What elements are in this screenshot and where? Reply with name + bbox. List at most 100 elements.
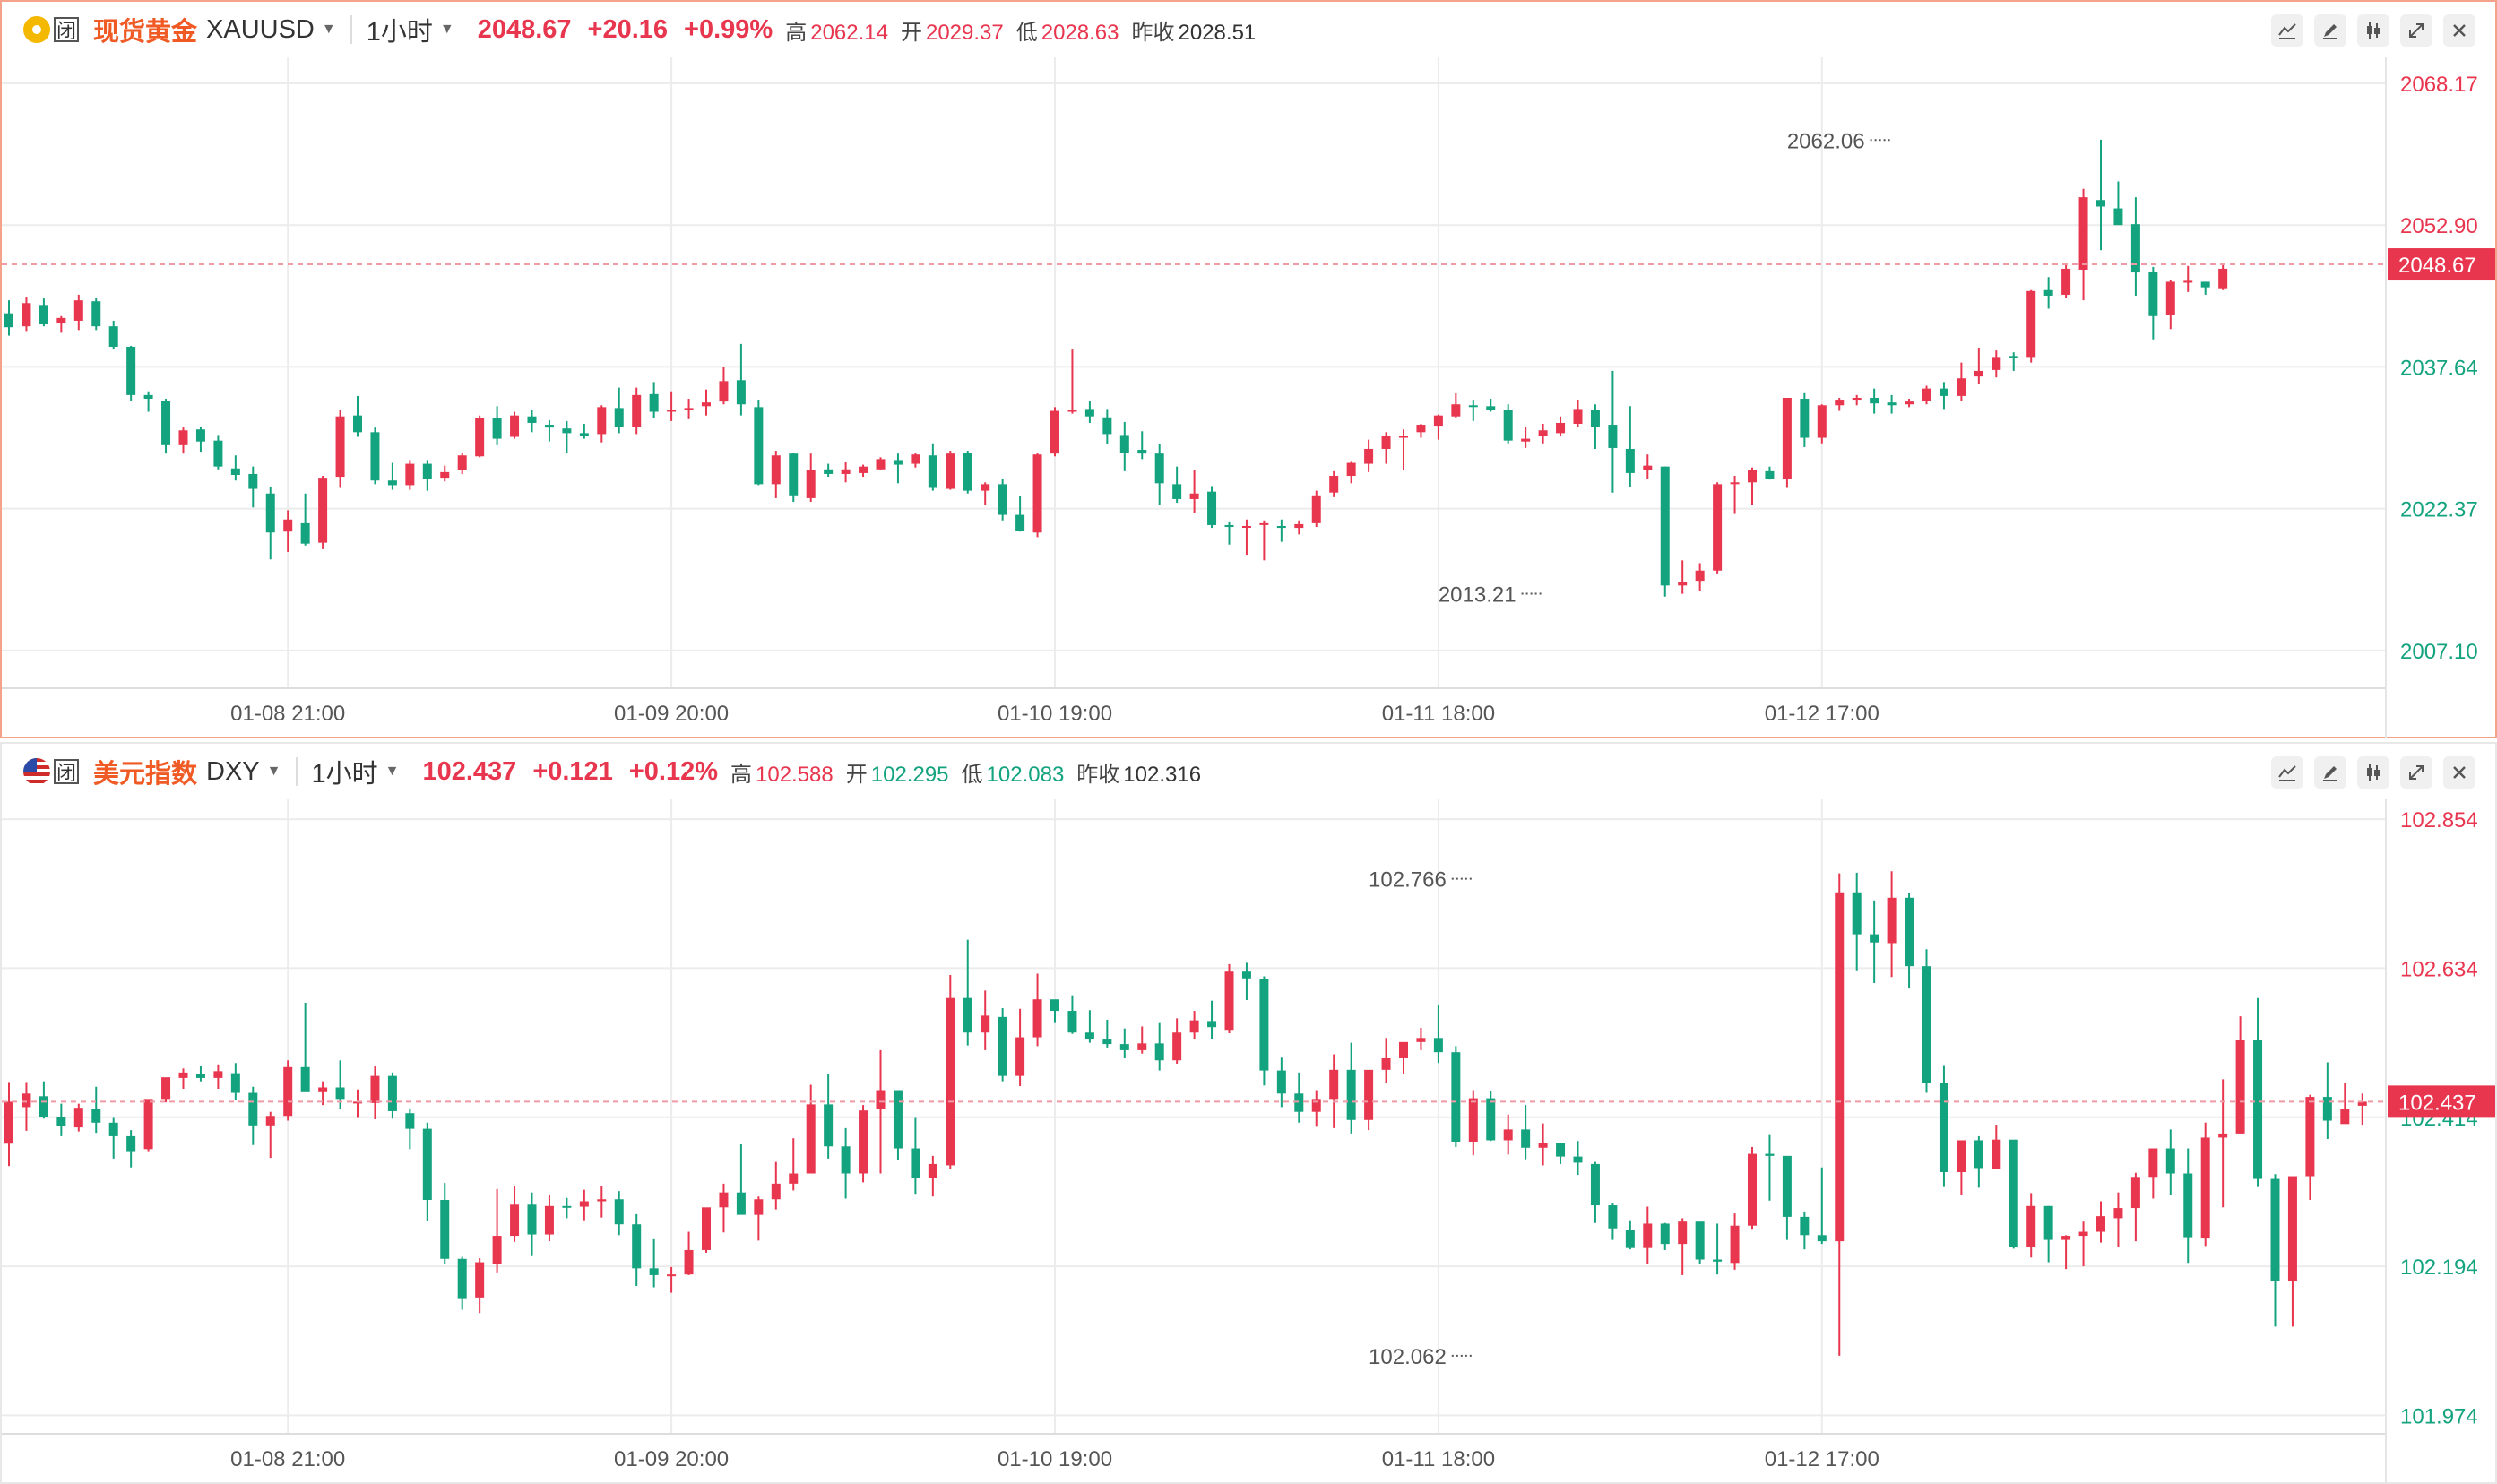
candle — [1817, 404, 1827, 444]
candle — [1346, 1042, 1356, 1134]
symbol-dropdown-icon[interactable]: ▼ — [321, 22, 336, 37]
candle-body — [1782, 1155, 1792, 1217]
interval-dropdown-icon[interactable]: ▼ — [384, 764, 400, 779]
draw-icon[interactable] — [2314, 756, 2346, 789]
candle-style-icon[interactable] — [2357, 14, 2389, 47]
price-change: +0.121 — [532, 756, 613, 786]
expand-icon[interactable] — [2400, 14, 2432, 47]
candle-body — [1905, 401, 1914, 405]
candle — [1189, 1011, 1199, 1040]
candle-body — [1957, 378, 1966, 396]
candle-body — [1765, 470, 1775, 479]
candle-body — [2061, 1236, 2071, 1240]
interval-selector[interactable]: 1小时 — [366, 18, 433, 47]
symbol-name[interactable]: 现货黄金 — [93, 18, 198, 47]
candle-body — [981, 1015, 990, 1033]
candle — [178, 427, 188, 454]
candle-body — [2113, 208, 2123, 226]
candle-style-icon[interactable] — [2357, 756, 2389, 789]
candle-body — [1939, 1083, 1948, 1172]
candle — [1521, 427, 1531, 448]
candle-body — [1311, 1099, 1321, 1112]
candle — [1241, 519, 1251, 556]
candle-body — [475, 1262, 485, 1298]
candle-body — [1643, 1223, 1653, 1248]
symbol-name[interactable]: 美元指数 — [93, 760, 198, 789]
candle-body — [1468, 1098, 1478, 1142]
candle-body — [1032, 999, 1042, 1038]
candle — [2183, 1148, 2193, 1264]
candle-body — [841, 469, 851, 474]
candle — [1905, 893, 1914, 989]
candle-body — [422, 1128, 432, 1200]
candle — [1067, 349, 1077, 414]
candle-body — [1189, 493, 1199, 499]
candle-body — [1346, 462, 1356, 477]
candle — [876, 1049, 886, 1174]
close-icon[interactable] — [2443, 756, 2475, 789]
candle-body — [230, 1073, 240, 1093]
candle-body — [1276, 526, 1286, 529]
draw-icon[interactable] — [2314, 14, 2346, 47]
candle — [1154, 444, 1164, 505]
dxy-candlestick-chart[interactable]: 102.766102.062102.854102.634102.414102.1… — [2, 799, 2495, 1484]
candle-body — [998, 1016, 1007, 1076]
candle-body — [893, 460, 903, 465]
candle-body — [562, 1205, 572, 1208]
stat-label: 昨收 — [1076, 762, 1120, 787]
candle — [2026, 289, 2036, 363]
candle-body — [1625, 448, 1635, 473]
interval-dropdown-icon[interactable]: ▼ — [439, 22, 454, 37]
expand-icon[interactable] — [2400, 756, 2432, 789]
candle-body — [2322, 1097, 2332, 1121]
candle — [719, 1183, 729, 1233]
candle-body — [1433, 1038, 1443, 1053]
candle — [771, 451, 781, 498]
symbol-dropdown-icon[interactable]: ▼ — [266, 764, 281, 779]
candle — [1224, 963, 1234, 1034]
candle — [1939, 382, 1948, 410]
candle-body — [2148, 1148, 2158, 1178]
candle — [2235, 1016, 2245, 1134]
candle — [893, 453, 903, 484]
candle-body — [841, 1146, 851, 1174]
close-icon[interactable] — [2443, 14, 2475, 47]
candle — [806, 453, 816, 503]
candle-body — [1364, 448, 1374, 464]
candle-body — [2113, 1208, 2123, 1219]
candle-body — [928, 455, 937, 488]
candle — [649, 1238, 659, 1288]
candle — [422, 460, 432, 491]
symbol-code[interactable]: DXY — [206, 756, 260, 786]
candle — [2113, 181, 2123, 226]
candle-body — [2183, 280, 2193, 283]
candle — [492, 1188, 502, 1273]
indicator-icon[interactable] — [2271, 14, 2303, 47]
candle — [143, 391, 153, 412]
candle-body — [1922, 966, 1931, 1083]
candle-body — [1887, 897, 1897, 944]
stat-value: 102.588 — [756, 762, 834, 787]
ohlc-stats: 高 2062.14 开 2029.37 低 2028.63 昨收 2028.51 — [773, 14, 1256, 46]
candle-body — [1905, 897, 1914, 967]
extreme-price-label: 2062.06 — [1787, 129, 1865, 153]
candle — [1730, 1213, 1740, 1270]
candle-body — [405, 1113, 415, 1129]
candle — [2287, 1176, 2297, 1327]
gold-candlestick-chart[interactable]: 2062.06 2013.21 2068.17 2052.90 2037.64 2022.… — [2, 57, 2495, 738]
candle — [1416, 1027, 1426, 1050]
candle — [1207, 1000, 1217, 1040]
candle-body — [1608, 1205, 1618, 1229]
x-tick-label: 01-12 17:00 — [1765, 702, 1879, 726]
symbol-code[interactable]: XAUUSD — [206, 14, 315, 44]
candle — [2322, 1062, 2332, 1139]
candle — [335, 410, 345, 488]
candle — [1713, 1223, 1723, 1275]
candle — [1765, 1134, 1775, 1201]
candle-body — [876, 459, 886, 470]
interval-selector[interactable]: 1小时 — [311, 760, 378, 789]
candle — [806, 1084, 816, 1174]
indicator-icon[interactable] — [2271, 756, 2303, 789]
candle — [859, 464, 868, 478]
candle — [2061, 1235, 2071, 1270]
